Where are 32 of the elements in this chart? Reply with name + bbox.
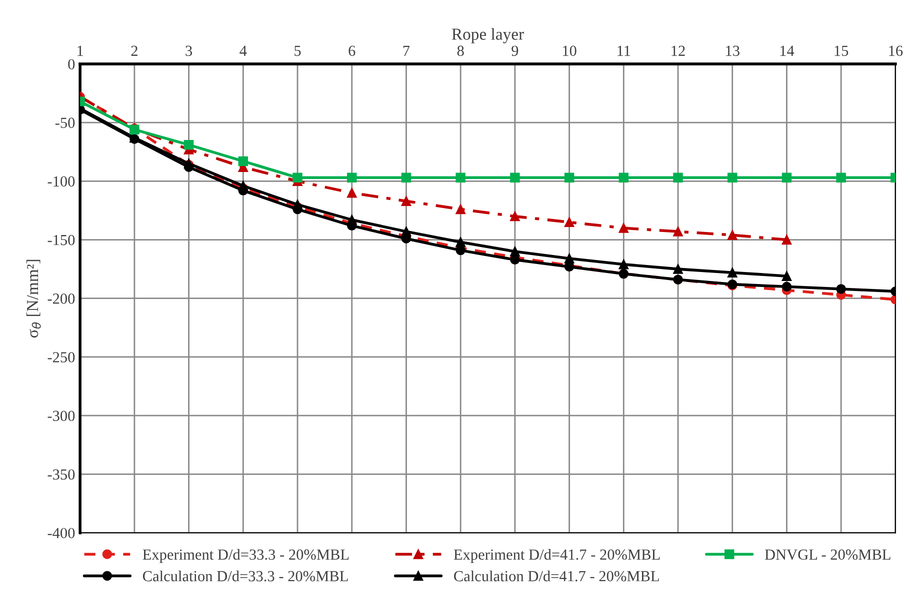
- x-tick-label: 5: [294, 46, 301, 56]
- x-tick-label: 11: [618, 46, 630, 56]
- y-tick-label: 0: [68, 59, 75, 70]
- x-tick-label: 10: [563, 46, 576, 56]
- legend-label: Calculation D/d=41.7 - 20%MBL: [454, 570, 659, 582]
- y-tick-label: -150: [48, 234, 75, 246]
- y-tick-label: -50: [55, 118, 75, 128]
- x-tick-label: 2: [131, 46, 138, 56]
- y-tick-label: -100: [48, 176, 75, 187]
- x-tick-label: 8: [457, 46, 464, 56]
- x-tick-label: 14: [780, 46, 794, 56]
- y-tick-label: -300: [48, 410, 75, 422]
- y-tick-label: -350: [48, 469, 75, 480]
- x-tick-label: 7: [403, 46, 410, 56]
- legend-label: Experiment D/d=33.3 - 20%MBL: [142, 548, 349, 563]
- x-tick-label: 4: [240, 46, 247, 56]
- y-axis-title: σ$_{θ}$ [N/mm²]: [26, 260, 41, 338]
- y-tick-label: -250: [48, 352, 75, 362]
- y-tick-label: -400: [48, 528, 75, 538]
- legend-label: DNVGL - 20%MBL: [764, 549, 890, 560]
- y-tick-label: -200: [48, 294, 75, 304]
- x-tick-label: 15: [834, 46, 848, 56]
- x-tick-label: 3: [186, 46, 192, 56]
- x-tick-label: 12: [672, 46, 685, 56]
- x-tick-label: 9: [512, 46, 518, 56]
- x-tick-label: 13: [726, 46, 740, 56]
- legend-label: Experiment D/d=41.7 - 20%MBL: [454, 548, 660, 563]
- x-axis-title: Rope layer: [452, 28, 524, 44]
- x-tick-label: 16: [889, 46, 903, 56]
- x-tick-label: 6: [348, 46, 356, 56]
- x-tick-label: 1: [78, 46, 83, 56]
- legend-label: Calculation D/d=33.3 - 20%MBL: [142, 570, 348, 582]
